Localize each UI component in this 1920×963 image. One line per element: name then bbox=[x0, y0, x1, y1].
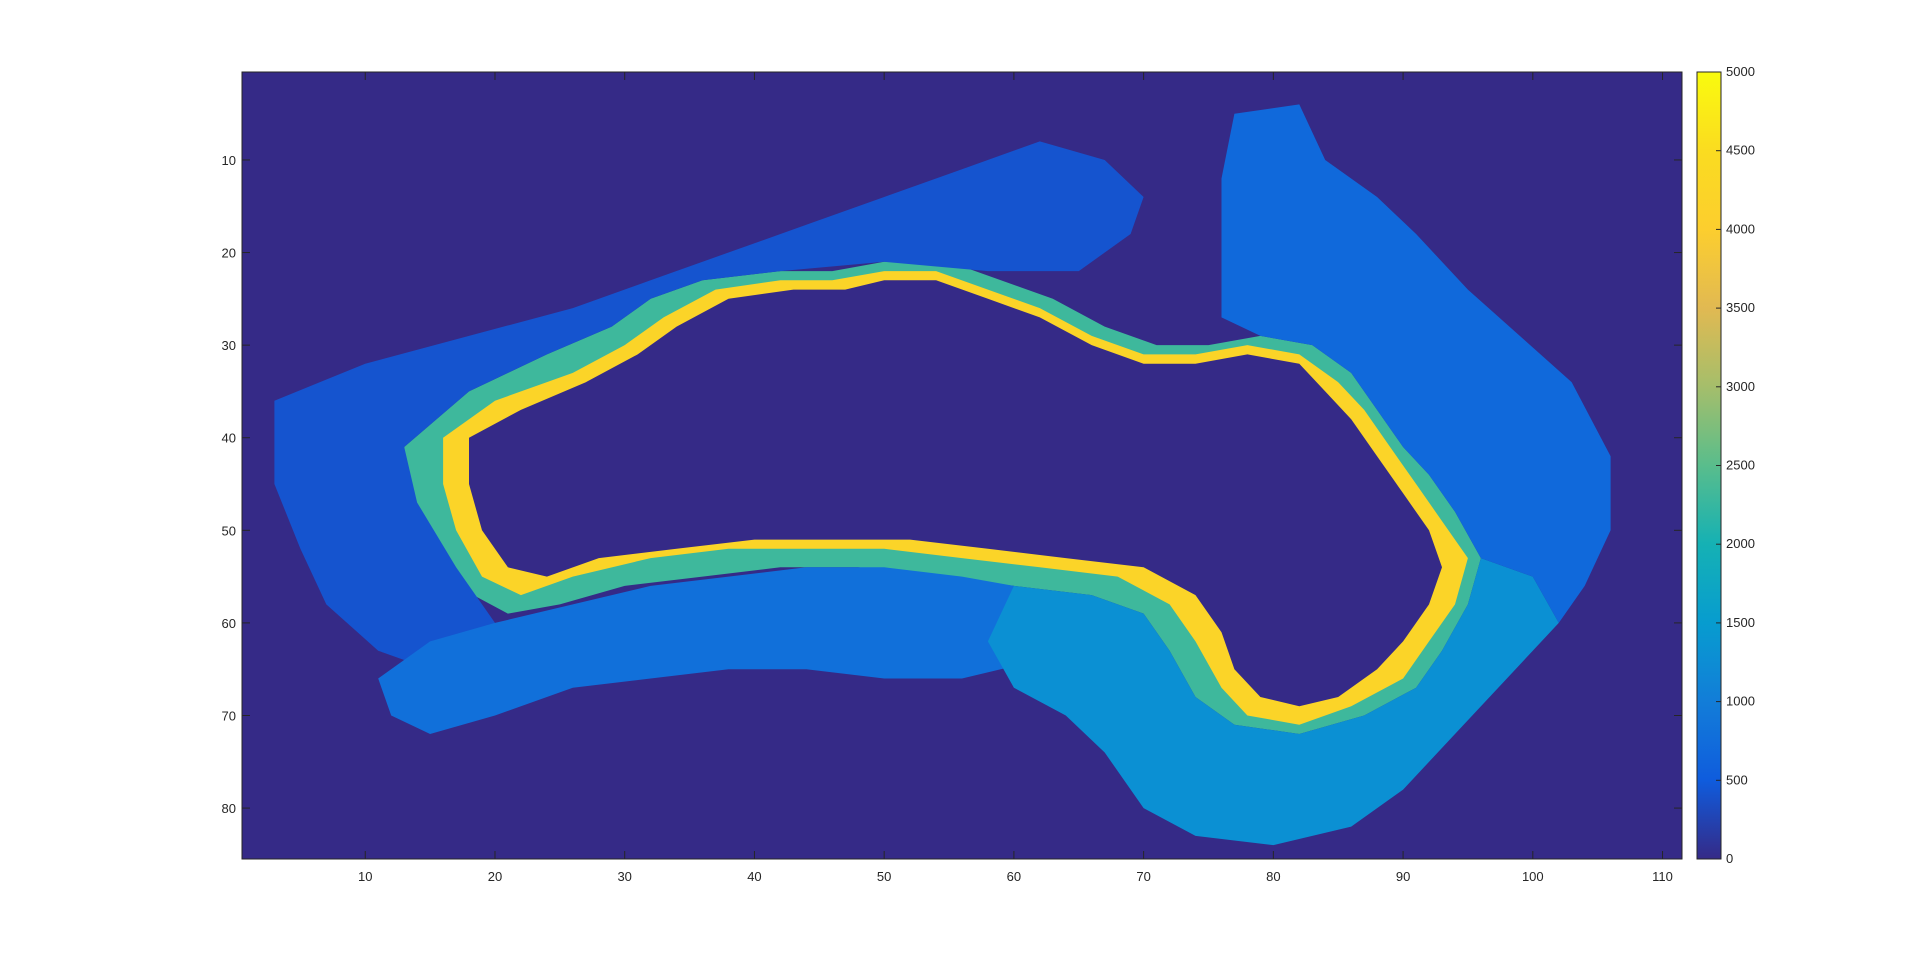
colorbar-tick-label: 3500 bbox=[1726, 300, 1755, 315]
x-tick-label: 80 bbox=[1266, 869, 1280, 884]
y-axis: 10 20 30 40 50 60 70 80 bbox=[222, 153, 1682, 816]
y-tick-label: 10 bbox=[222, 153, 236, 168]
x-tick-label: 40 bbox=[747, 869, 761, 884]
colorbar-tick-label: 4500 bbox=[1726, 143, 1755, 158]
x-tick-label: 90 bbox=[1396, 869, 1410, 884]
x-tick-label: 110 bbox=[1652, 869, 1673, 884]
colorbar-tick-label: 2500 bbox=[1726, 458, 1755, 473]
y-tick-label: 60 bbox=[222, 616, 236, 631]
colorbar-tick-label: 4000 bbox=[1726, 221, 1755, 236]
heatmap-cells bbox=[274, 104, 1611, 846]
region-south-offshore bbox=[378, 567, 1092, 734]
plot-frame bbox=[241, 71, 1683, 860]
x-axis: 10 20 30 40 50 60 70 80 90 100 110 bbox=[358, 72, 1673, 884]
region-inner-interior bbox=[469, 280, 1442, 707]
x-tick-label: 20 bbox=[488, 869, 502, 884]
x-tick-label: 70 bbox=[1136, 869, 1150, 884]
x-tick-label: 30 bbox=[617, 869, 631, 884]
colorbar-tick-label: 1000 bbox=[1726, 694, 1755, 709]
heatmap-axes: 10 20 30 40 50 60 70 80 90 100 110 10 20 30 40 50 60 70 8… bbox=[222, 71, 1683, 884]
x-tick-label: 50 bbox=[877, 869, 891, 884]
colorbar: 0 500 1000 1500 2000 2500 3000 3500 4000 4500 5000 bbox=[1696, 64, 1755, 866]
x-tick-label: 10 bbox=[358, 869, 372, 884]
region-east-offshore bbox=[1221, 104, 1611, 623]
y-tick-label: 80 bbox=[222, 801, 236, 816]
region-west-offshore bbox=[274, 141, 1144, 670]
colorbar-tick-label: 5000 bbox=[1726, 64, 1755, 79]
x-tick-label: 100 bbox=[1522, 869, 1544, 884]
y-tick-label: 20 bbox=[222, 246, 236, 261]
region-southeast-offshore bbox=[987, 558, 1559, 846]
colorbar-tick-label: 1500 bbox=[1726, 615, 1755, 630]
colorbar-tick-label: 500 bbox=[1726, 772, 1748, 787]
y-tick-label: 50 bbox=[222, 523, 236, 538]
y-tick-label: 70 bbox=[222, 708, 236, 723]
colorbar-tick-label: 2000 bbox=[1726, 536, 1755, 551]
y-tick-label: 40 bbox=[222, 431, 236, 446]
y-tick-label: 30 bbox=[222, 338, 236, 353]
colorbar-ticks: 0 500 1000 1500 2000 2500 3000 3500 4000 4500 5000 bbox=[1716, 64, 1755, 866]
x-tick-label: 60 bbox=[1007, 869, 1021, 884]
colorbar-tick-label: 3000 bbox=[1726, 379, 1755, 394]
colorbar-tick-label: 0 bbox=[1726, 851, 1733, 866]
